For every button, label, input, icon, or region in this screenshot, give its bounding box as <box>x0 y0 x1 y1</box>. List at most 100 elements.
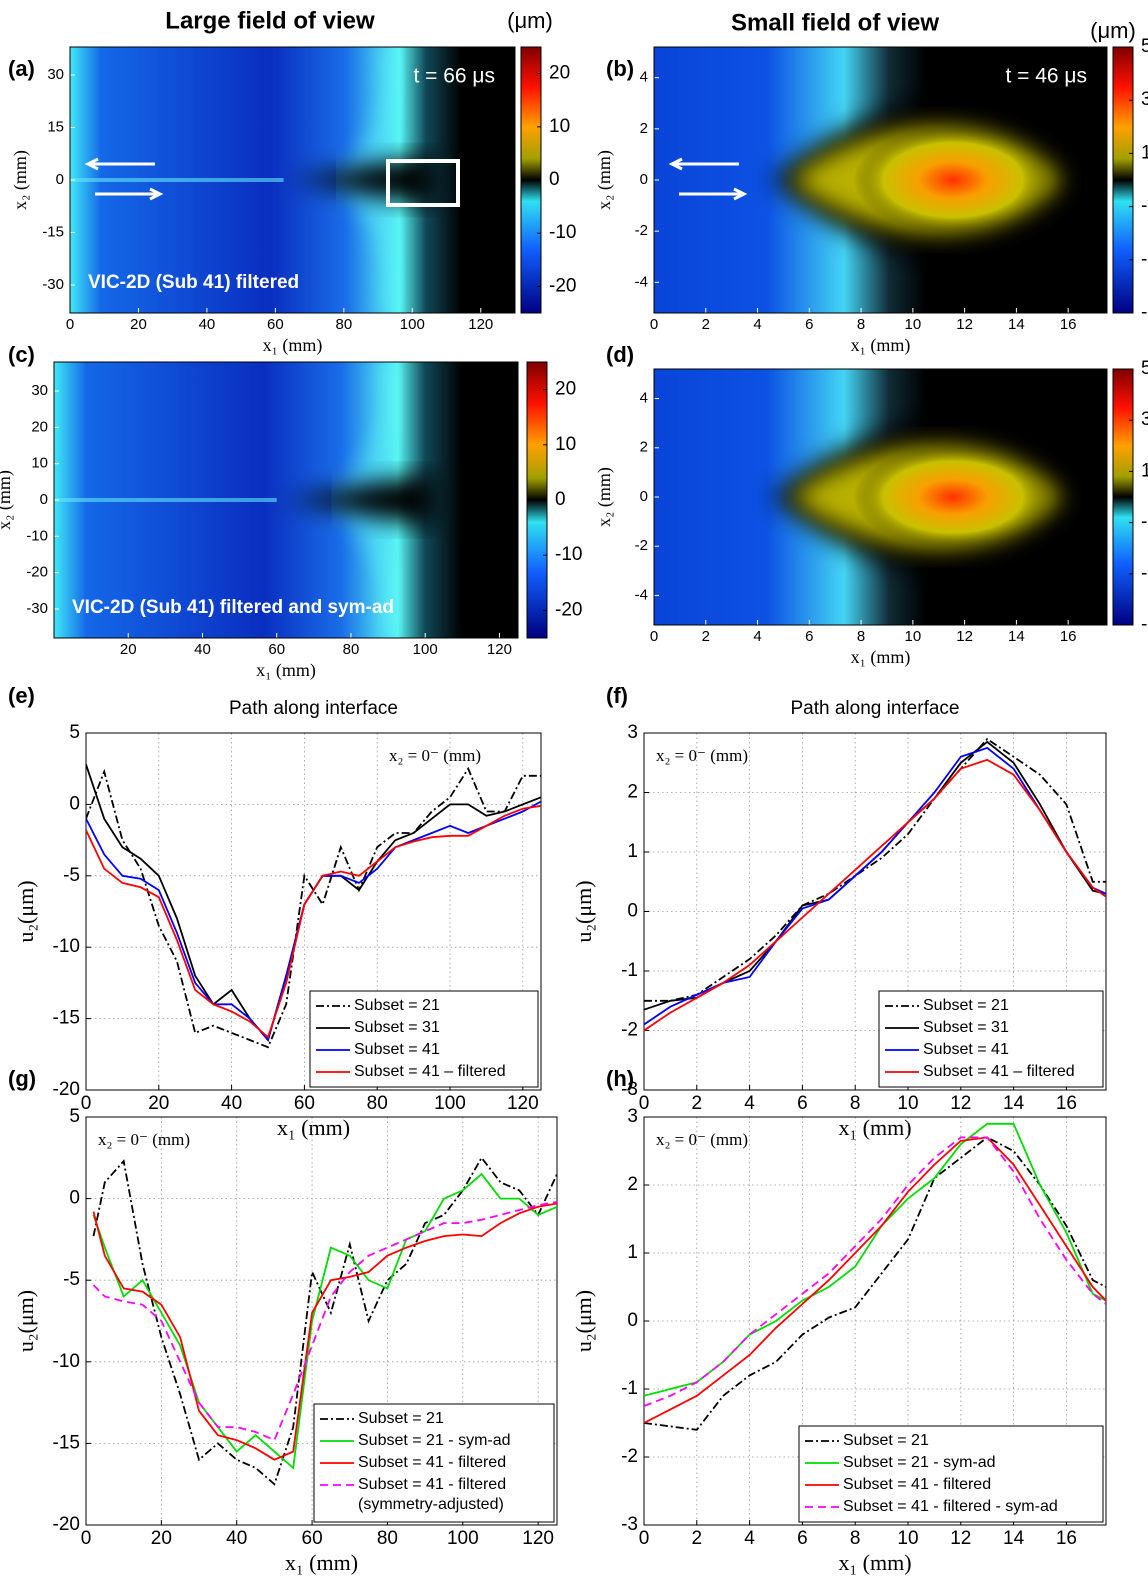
x-tick-label: 80 <box>367 1093 388 1114</box>
y-tick-label: 2 <box>627 782 638 803</box>
y-tick-label: -10 <box>53 1351 80 1372</box>
colorbar-tick-label: 10 <box>549 116 570 137</box>
heatmap-field <box>654 47 1107 313</box>
colorbar-tick-label: -10 <box>555 544 582 565</box>
x-tick-label: 12 <box>950 1093 971 1114</box>
legend-label: Subset = 41 - filtered (symmetry-adjusted… <box>358 1476 506 1513</box>
colorbar-tick-label: -3 <box>1141 249 1148 270</box>
colorbar-tick-label: -1 <box>1141 196 1148 217</box>
legend-label: Subset = 21 - sym-ad <box>843 1454 996 1471</box>
panel-label: (b) <box>606 56 634 81</box>
field-interface <box>54 498 277 502</box>
legend-label: Subset = 41 - filtered <box>843 1476 991 1493</box>
colorbar-label: (μm) <box>1090 18 1136 43</box>
y-tick-label: 20 <box>31 418 48 435</box>
y-tick-label: 0 <box>640 488 648 505</box>
series-line <box>92 1202 557 1461</box>
series-line <box>644 1122 1106 1397</box>
method-label: VIC-2D (Sub 41) filtered and sym-ad <box>72 597 394 618</box>
x-axis-label: x₁ (mm) <box>285 1550 358 1575</box>
x-tick-label: 2 <box>702 628 710 645</box>
y-axis-label: u₂(μm) <box>571 1290 596 1352</box>
x-tick-label: 120 <box>507 1093 539 1114</box>
y-axis-label: u₂(μm) <box>571 880 596 942</box>
y-tick-label: 15 <box>47 118 64 135</box>
y-tick-label: -10 <box>53 936 80 957</box>
plot-frame <box>643 1116 1107 1526</box>
x-tick-label: 14 <box>1008 316 1025 333</box>
x-tick-label: 0 <box>639 1528 650 1549</box>
y-tick-label: -20 <box>53 1514 80 1535</box>
x-tick-label: 6 <box>805 316 813 333</box>
chart-title: Path along interface <box>229 698 398 719</box>
y-tick-label: 3 <box>627 722 638 743</box>
legend-label: Subset = 41 <box>354 1041 440 1058</box>
plot-frame <box>643 732 1107 1091</box>
x-tick-label: 20 <box>148 1093 169 1114</box>
y-tick-label: -3 <box>621 1514 638 1535</box>
x-tick-label: 6 <box>797 1528 808 1549</box>
colorbar-tick-label: 1 <box>1141 460 1148 481</box>
x-tick-label: 2 <box>692 1528 703 1549</box>
y-axis-label: u₂(μm) <box>13 880 38 942</box>
x-tick-label: 40 <box>199 316 216 333</box>
y-tick-label: -20 <box>26 564 48 581</box>
x-tick-label: 120 <box>487 641 512 658</box>
y-tick-label: 0 <box>627 901 638 922</box>
x-axis-label: x₁ (mm) <box>256 660 316 681</box>
x-tick-label: 120 <box>522 1528 554 1549</box>
colorbar-tick-label: 20 <box>549 63 570 84</box>
x-tick-label: 0 <box>66 316 74 333</box>
y-tick-label: 0 <box>56 171 64 188</box>
x-tick-label: 40 <box>221 1093 242 1114</box>
legend-box <box>309 990 539 1088</box>
colorbar-tick-label: 5 <box>1141 358 1148 379</box>
x-tick-label: 10 <box>897 1528 918 1549</box>
legend-label: Subset = 21 <box>354 997 440 1014</box>
y-tick-label: 0 <box>69 793 80 814</box>
x-axis-label: x₁ (mm) <box>838 1115 911 1140</box>
x-tick-label: 0 <box>81 1093 92 1114</box>
x-tick-label: 40 <box>194 641 211 658</box>
y-tick-label: 0 <box>69 1188 80 1209</box>
y-tick-label: 2 <box>627 1174 638 1195</box>
y-tick-label: -2 <box>621 1020 638 1041</box>
x-tick-label: 4 <box>744 1528 755 1549</box>
x-tick-label: 120 <box>468 316 493 333</box>
x-tick-label: 4 <box>744 1093 755 1114</box>
field-interface <box>70 178 284 182</box>
method-label: VIC-2D (Sub 41) filtered <box>88 272 299 293</box>
panel-label: (e) <box>8 683 35 708</box>
x-tick-label: 100 <box>434 1093 466 1114</box>
annotation: x₂ = 0⁻ (mm) <box>98 1130 190 1149</box>
x-tick-label: 60 <box>268 641 285 658</box>
y-tick-label: 0 <box>640 171 648 188</box>
x-tick-label: 2 <box>692 1093 703 1114</box>
x-tick-label: 20 <box>130 316 147 333</box>
column-title: Small field of view <box>731 9 939 36</box>
y-tick-label: -1 <box>621 1378 638 1399</box>
series-line <box>92 1201 557 1442</box>
x-tick-label: 100 <box>413 641 438 658</box>
y-tick-label: 3 <box>627 1106 638 1127</box>
y-tick-label: -15 <box>42 223 64 240</box>
colorbar-tick-label: -10 <box>549 222 576 243</box>
series-line <box>644 746 1106 1026</box>
series-line <box>86 804 541 1039</box>
field-wedge <box>292 153 435 207</box>
x-tick-label: 40 <box>226 1528 247 1549</box>
x-tick-label: 80 <box>377 1528 398 1549</box>
x-tick-label: 4 <box>753 316 761 333</box>
arrow <box>95 187 164 201</box>
y-tick-label: 1 <box>627 1242 638 1263</box>
legend-box <box>878 990 1104 1088</box>
y-axis-label: x₂ (mm) <box>0 470 15 530</box>
legend-label: Subset = 31 <box>354 1019 440 1036</box>
y-tick-label: 4 <box>640 69 648 86</box>
legend-label: Subset = 21 <box>843 1432 929 1449</box>
x-tick-label: 6 <box>797 1093 808 1114</box>
x-tick-label: 60 <box>294 1093 315 1114</box>
legend-label: Subset = 21 <box>358 1410 444 1427</box>
x-tick-label: 16 <box>1056 1093 1077 1114</box>
heatmap-field <box>54 362 518 638</box>
